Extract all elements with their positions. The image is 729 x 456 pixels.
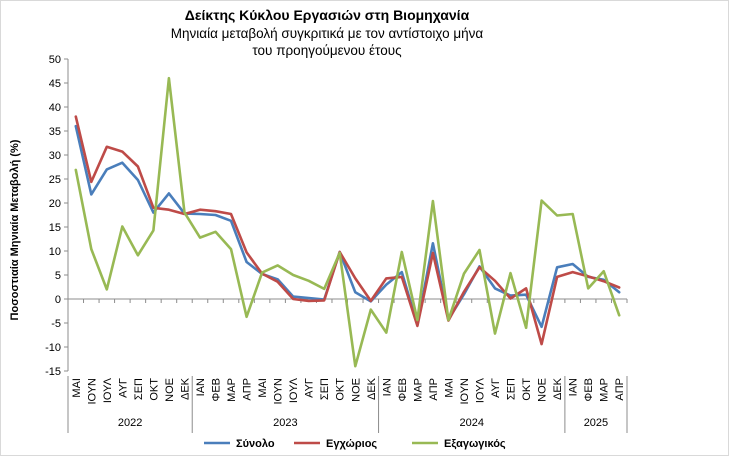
- legend: Σύνολο Εγχώριος Εξαγωγικός: [204, 438, 506, 450]
- x-tick-label: ΙΟΥΛ: [288, 377, 300, 403]
- year-label: 2024: [459, 417, 483, 429]
- x-tick-label: ΣΕΠ: [506, 378, 518, 400]
- x-tick-label: ΣΕΠ: [133, 378, 145, 400]
- y-axis: -15 -10 -5 0 5 10 15 20 25 30 35 40 45 50: [45, 54, 68, 378]
- y-tick-label: 10: [49, 246, 61, 258]
- y-tick-label: -10: [45, 342, 61, 354]
- x-tick-label: ΜΑΡ: [412, 378, 424, 402]
- y-tick-label: 5: [55, 270, 61, 282]
- x-tick-label: ΑΠΡ: [242, 378, 254, 401]
- x-tick-label: ΙΟΥΛ: [102, 377, 114, 403]
- x-tick-label: ΝΟΕ: [164, 378, 176, 402]
- y-tick-label: 0: [55, 294, 61, 306]
- legend-label: Σύνολο: [236, 438, 275, 450]
- x-tick-label: ΙΟΥΛ: [474, 377, 486, 403]
- series-group: [74, 76, 621, 368]
- x-tick-label: ΜΑΙ: [257, 378, 269, 398]
- x-tick-label: ΑΥΓ: [490, 378, 502, 398]
- x-tick-label: ΙΟΥΝ: [86, 378, 98, 405]
- y-axis-label: Ποσοστιαία Μηνιαία Μεταβολή (%): [9, 139, 21, 320]
- y-tick-label: 20: [49, 198, 61, 210]
- x-tick-label: ΜΑΙ: [71, 378, 83, 398]
- x-tick-label: ΝΟΕ: [350, 378, 362, 402]
- chart-subtitle-line-2: του προηγούμενου έτους: [252, 43, 402, 58]
- x-tick-label: ΑΥΓ: [304, 378, 316, 398]
- y-tick-label: 45: [49, 78, 61, 90]
- x-tick-label: ΟΚΤ: [335, 378, 347, 401]
- chart-subtitle-line-1: Μηνιαία μεταβολή συγκριτικά με τον αντίσ…: [171, 26, 484, 41]
- legend-label: Εξαγωγικός: [444, 438, 506, 450]
- y-tick-label: -5: [51, 318, 61, 330]
- x-tick-label: ΝΟΕ: [537, 378, 549, 402]
- year-label: 2025: [584, 417, 608, 429]
- y-tick-label: 35: [49, 126, 61, 138]
- x-tick-label: ΑΠΡ: [428, 378, 440, 401]
- y-tick-label: 25: [49, 174, 61, 186]
- x-tick-label: ΔΕΚ: [366, 377, 378, 400]
- x-tick-label: ΜΑΙ: [443, 378, 455, 398]
- x-tick-label: ΑΥΓ: [117, 378, 129, 398]
- x-tick-label: ΑΠΡ: [614, 378, 626, 401]
- x-tick-label: ΜΑΡ: [226, 378, 238, 402]
- x-tick-label: ΟΚΤ: [521, 378, 533, 401]
- x-tick-label: ΦΕΒ: [583, 378, 595, 401]
- chart-title: Δείκτης Κύκλου Εργασιών στη Βιομηχανία: [185, 7, 470, 23]
- x-tick-label: ΜΑΡ: [599, 378, 611, 402]
- year-label: 2023: [273, 417, 297, 429]
- x-tick-label: ΙΑΝ: [195, 378, 207, 396]
- x-tick-label: ΙΑΝ: [381, 378, 393, 396]
- x-tick-label: ΙΑΝ: [568, 378, 580, 396]
- y-tick-label: 40: [49, 102, 61, 114]
- x-tick-label: ΦΕΒ: [211, 378, 223, 401]
- year-label: 2022: [118, 417, 142, 429]
- x-tick-label: ΦΕΒ: [397, 378, 409, 401]
- series-line: [74, 76, 621, 368]
- x-axis: ΜΑΙ ΙΟΥΝ ΙΟΥΛ ΑΥΓ ΣΕΠ ΟΚΤ ΝΟΕ ΔΕΚ ΙΑΝ ΦΕΒ ΜΑΡ ΑΠΡ ΜΑ…: [67, 299, 628, 433]
- x-tick-label: ΙΟΥΝ: [459, 378, 471, 405]
- x-tick-label: ΣΕΠ: [319, 378, 331, 400]
- x-tick-label: ΟΚΤ: [148, 378, 160, 401]
- x-tick-label: ΔΕΚ: [552, 377, 564, 400]
- y-tick-label: -15: [45, 366, 61, 378]
- x-tick-label: ΙΟΥΝ: [273, 378, 285, 405]
- y-tick-label: 15: [49, 222, 61, 234]
- x-tick-label: ΔΕΚ: [179, 377, 191, 400]
- y-tick-label: 30: [49, 150, 61, 162]
- y-tick-label: 50: [49, 54, 61, 66]
- legend-label: Εγχώριος: [326, 438, 377, 450]
